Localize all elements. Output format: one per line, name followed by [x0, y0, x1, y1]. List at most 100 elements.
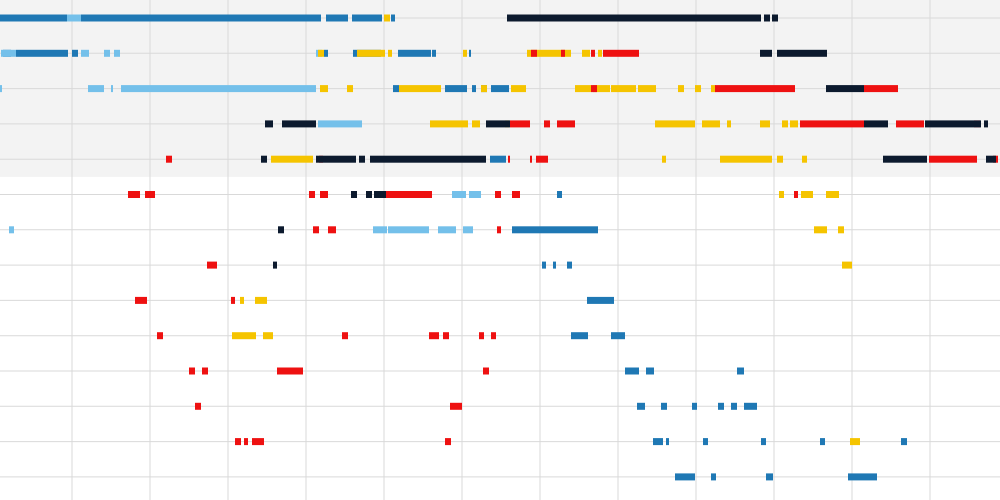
data-point — [111, 85, 113, 93]
data-point — [88, 85, 104, 93]
series-group — [0, 14, 907, 481]
data-point — [557, 191, 562, 198]
data-point — [67, 14, 81, 22]
data-point — [678, 85, 684, 93]
data-point — [820, 438, 825, 446]
data-point — [587, 296, 614, 304]
data-point — [72, 49, 78, 57]
data-point — [718, 402, 724, 410]
data-point — [483, 367, 489, 375]
data-point — [452, 191, 466, 198]
data-point — [702, 120, 720, 128]
data-point — [611, 85, 636, 93]
data-point — [901, 438, 907, 446]
data-point — [790, 120, 798, 128]
data-point — [463, 49, 467, 57]
data-point — [511, 85, 526, 93]
data-point — [359, 155, 365, 163]
data-point — [255, 296, 267, 304]
data-point — [231, 296, 235, 304]
data-point — [81, 49, 89, 57]
data-point — [373, 226, 387, 234]
data-point — [135, 296, 147, 304]
data-point — [374, 191, 386, 198]
data-point — [512, 191, 520, 198]
data-point — [802, 155, 807, 163]
data-point — [490, 155, 506, 163]
data-point — [430, 120, 468, 128]
data-point — [240, 296, 244, 304]
data-point — [261, 155, 267, 163]
data-point — [508, 155, 510, 163]
data-point — [320, 191, 328, 198]
data-point — [326, 14, 348, 22]
data-point — [536, 155, 548, 163]
data-point — [777, 49, 827, 57]
data-point — [393, 85, 399, 93]
data-point — [479, 332, 484, 340]
data-point — [491, 85, 509, 93]
data-point — [727, 120, 731, 128]
data-point — [692, 402, 697, 410]
data-point — [443, 332, 449, 340]
data-point — [277, 367, 297, 375]
data-point — [318, 49, 324, 57]
data-point — [347, 85, 353, 93]
data-point — [864, 85, 898, 93]
data-point — [591, 85, 597, 93]
series-group — [0, 14, 481, 234]
data-point — [777, 155, 783, 163]
data-point — [764, 14, 770, 22]
data-point — [761, 438, 766, 446]
data-point — [491, 332, 496, 340]
data-point — [744, 402, 757, 410]
data-point — [553, 261, 556, 269]
data-point — [357, 49, 385, 57]
data-point — [637, 402, 645, 410]
data-point — [826, 191, 839, 198]
data-point — [450, 402, 462, 410]
data-point — [432, 49, 436, 57]
data-point — [814, 226, 827, 234]
data-point — [557, 120, 575, 128]
data-point — [655, 120, 695, 128]
data-point — [386, 191, 432, 198]
data-point — [561, 49, 565, 57]
data-point — [530, 155, 532, 163]
data-point — [611, 332, 625, 340]
data-point — [271, 155, 313, 163]
data-point — [603, 49, 639, 57]
data-point — [826, 85, 864, 93]
data-point — [398, 49, 431, 57]
data-point — [842, 261, 852, 269]
data-point — [316, 155, 356, 163]
data-point — [593, 85, 610, 93]
data-point — [598, 49, 602, 57]
series-group — [128, 49, 998, 446]
data-point — [625, 367, 639, 375]
data-point — [531, 49, 537, 57]
data-point — [497, 226, 501, 234]
data-point — [925, 120, 981, 128]
data-point — [263, 332, 273, 340]
data-point — [864, 120, 888, 128]
data-point — [429, 332, 439, 340]
data-point — [711, 473, 716, 481]
data-point — [848, 473, 877, 481]
data-point — [166, 155, 172, 163]
data-point — [695, 85, 701, 93]
data-point — [384, 14, 390, 22]
data-point — [986, 155, 996, 163]
data-point — [582, 49, 590, 57]
data-point — [145, 191, 155, 198]
data-point — [666, 438, 669, 446]
data-point — [438, 226, 456, 234]
data-point — [278, 226, 284, 234]
data-point — [195, 402, 201, 410]
data-point — [469, 49, 471, 57]
data-point — [399, 85, 441, 93]
data-point — [297, 367, 303, 375]
data-point — [575, 85, 591, 93]
data-point — [324, 49, 328, 57]
